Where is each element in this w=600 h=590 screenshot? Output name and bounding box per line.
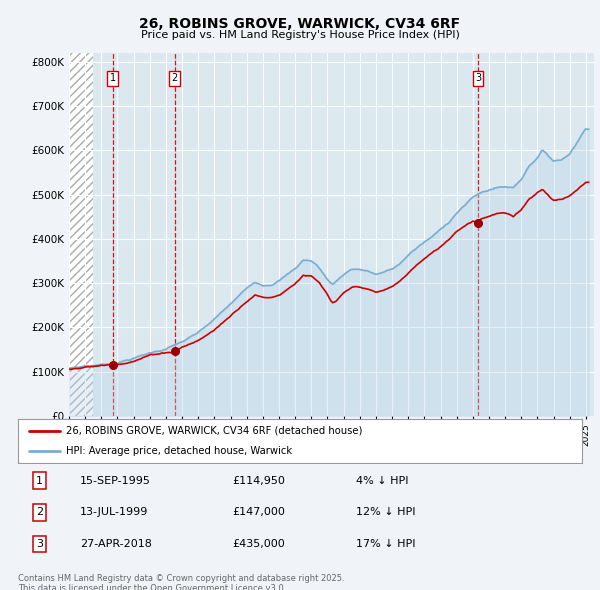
Text: 13-JUL-1999: 13-JUL-1999 <box>80 507 148 517</box>
Text: 1: 1 <box>110 74 116 84</box>
Text: 15-SEP-1995: 15-SEP-1995 <box>80 476 151 486</box>
Text: 12% ↓ HPI: 12% ↓ HPI <box>356 507 416 517</box>
Text: £114,950: £114,950 <box>232 476 285 486</box>
Text: 27-APR-2018: 27-APR-2018 <box>80 539 152 549</box>
Text: 3: 3 <box>36 539 43 549</box>
Text: 2: 2 <box>172 74 178 84</box>
Text: HPI: Average price, detached house, Warwick: HPI: Average price, detached house, Warw… <box>66 446 292 456</box>
Text: 1: 1 <box>36 476 43 486</box>
Text: 2: 2 <box>36 507 43 517</box>
Text: 26, ROBINS GROVE, WARWICK, CV34 6RF: 26, ROBINS GROVE, WARWICK, CV34 6RF <box>139 17 461 31</box>
Text: 17% ↓ HPI: 17% ↓ HPI <box>356 539 416 549</box>
Text: £435,000: £435,000 <box>232 539 285 549</box>
Bar <box>69 53 93 416</box>
Text: 3: 3 <box>475 74 481 84</box>
Text: Contains HM Land Registry data © Crown copyright and database right 2025.
This d: Contains HM Land Registry data © Crown c… <box>18 574 344 590</box>
Text: £147,000: £147,000 <box>232 507 285 517</box>
Text: 26, ROBINS GROVE, WARWICK, CV34 6RF (detached house): 26, ROBINS GROVE, WARWICK, CV34 6RF (det… <box>66 426 362 436</box>
Text: Price paid vs. HM Land Registry's House Price Index (HPI): Price paid vs. HM Land Registry's House … <box>140 30 460 40</box>
Text: 4% ↓ HPI: 4% ↓ HPI <box>356 476 409 486</box>
